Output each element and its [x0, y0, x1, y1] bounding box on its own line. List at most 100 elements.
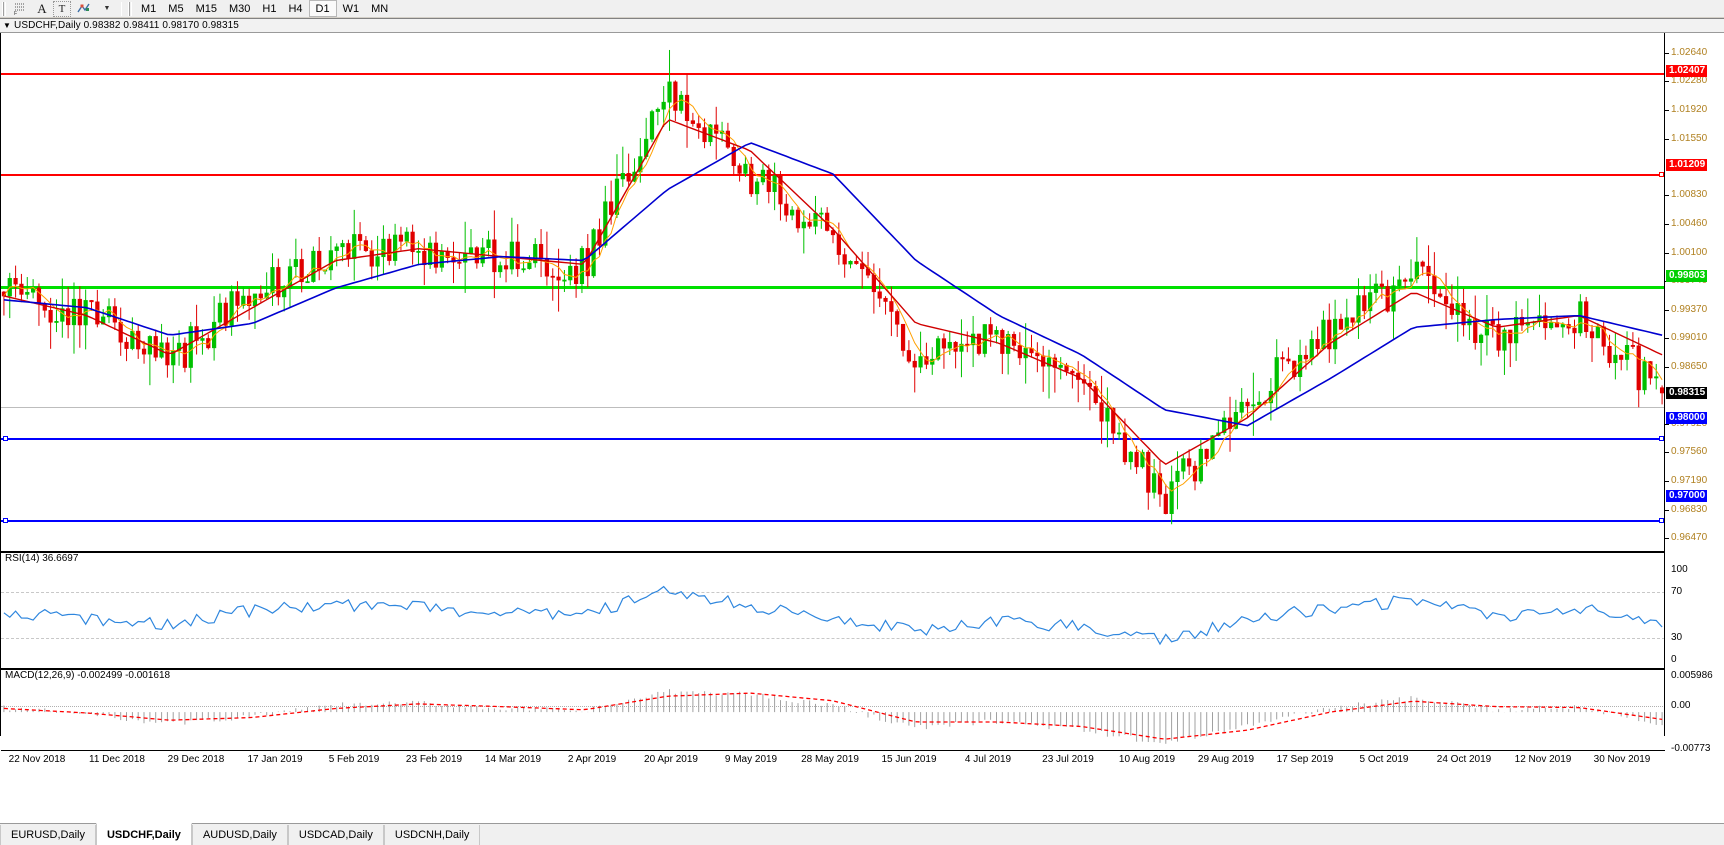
- price-tick-mark: [1665, 252, 1669, 254]
- current-price-line: [1, 407, 1665, 408]
- date-axis-label: 20 Apr 2019: [644, 754, 698, 765]
- rsi-series: [3, 585, 1663, 646]
- timeframe-mn[interactable]: MN: [371, 2, 389, 15]
- main-toolbar: F A T ▼ M1 M5 M15 M30 H1 H4 D1 W1 MN: [0, 0, 1724, 18]
- level-anchor-support-2-left[interactable]: [3, 518, 8, 523]
- price-badge-green[interactable]: 0.99803: [1666, 270, 1708, 282]
- price-tick-mark: [1665, 195, 1669, 197]
- timeframe-m15[interactable]: M15: [195, 2, 217, 15]
- date-axis-label: 4 Jul 2019: [964, 754, 1012, 765]
- date-axis-label: 12 Nov 2019: [1514, 754, 1572, 765]
- rsi-oversold-line: [1, 638, 1665, 639]
- date-axis: 22 Nov 2018 11 Dec 2018 29 Dec 2018 17 Jan …: [1, 750, 1665, 768]
- rsi-scale-label: 30: [1671, 632, 1683, 643]
- price-scale[interactable]: 1.02640 1.02280 1.01920 1.01550 1.00830 1.004…: [1664, 33, 1724, 754]
- level-anchor-support-1-left[interactable]: [3, 436, 8, 441]
- rsi-overbought-line: [1, 592, 1665, 593]
- toolbar-grip[interactable]: [2, 1, 6, 16]
- level-line-pivot[interactable]: [1, 286, 1665, 289]
- price-tick-label: 0.96830: [1671, 503, 1708, 515]
- timeframe-h1[interactable]: H1: [262, 2, 277, 15]
- symbol-tab-usdchf[interactable]: USDCHF,Daily: [95, 823, 192, 845]
- macd-panel-label: MACD(12,26,9) -0.002499 -0.001618: [5, 670, 171, 681]
- timeframe-grip[interactable]: [128, 1, 132, 16]
- timeframe-m30[interactable]: M30: [228, 2, 251, 15]
- price-tick-mark: [1665, 452, 1669, 454]
- price-tick-mark: [1665, 224, 1669, 226]
- timeframe-d1[interactable]: D1: [308, 0, 337, 17]
- price-tick-label: 1.00830: [1671, 189, 1708, 201]
- date-axis-label: 15 Jun 2019: [881, 754, 937, 765]
- text-tool-icon[interactable]: A: [37, 0, 47, 16]
- date-axis-label: 14 Mar 2019: [484, 754, 542, 765]
- timeframe-m5[interactable]: M5: [168, 2, 184, 15]
- price-tick-label: 1.01920: [1671, 103, 1708, 115]
- level-anchor-resistance-2[interactable]: [1659, 172, 1664, 177]
- price-tick-label: 1.00460: [1671, 218, 1708, 230]
- price-tick-label: 0.99010: [1671, 332, 1708, 344]
- date-axis-label: 24 Oct 2019: [1436, 754, 1492, 765]
- chart-window: ▼ USDCHF,Daily 0.98382 0.98411 0.98170 0…: [0, 18, 1724, 823]
- collapse-caret-icon[interactable]: ▼: [3, 21, 11, 30]
- dropdown-arrow-icon[interactable]: ▼: [103, 5, 111, 12]
- price-tick-label: 0.98650: [1671, 360, 1708, 372]
- rsi-scale-label: 70: [1671, 586, 1683, 597]
- macd-scale-label: 0.005986: [1671, 670, 1713, 681]
- price-tick-label: 0.97190: [1671, 475, 1708, 487]
- level-anchor-support-2[interactable]: [1659, 518, 1664, 523]
- price-tick-mark: [1665, 481, 1669, 483]
- timeframe-group: M1 M5 M15 M30 H1 H4 D1 W1 MN: [135, 0, 394, 17]
- macd-panel-separator: [1, 668, 1724, 670]
- price-tick-mark: [1665, 109, 1669, 111]
- price-badge-blue[interactable]: 0.97000: [1666, 490, 1708, 503]
- price-tick-label: 1.01550: [1671, 132, 1708, 144]
- date-axis-label: 10 Aug 2019: [1118, 754, 1176, 765]
- price-tick-mark: [1665, 509, 1669, 511]
- macd-series: [3, 689, 1663, 744]
- symbol-tab-audusd[interactable]: AUDUSD,Daily: [191, 825, 288, 845]
- level-line-resistance-1[interactable]: [1, 73, 1665, 75]
- objects-icon[interactable]: [73, 1, 96, 17]
- symbol-tab-usdcad[interactable]: USDCAD,Daily: [287, 825, 384, 845]
- chart-plot-area[interactable]: RSI(14) 36.6697 MACD(12,26,9) -0.002499 …: [0, 33, 1724, 768]
- symbol-tab-bar: EURUSD,Daily USDCHF,Daily AUDUSD,Daily USDC…: [0, 823, 1724, 845]
- toolbar-divider: [121, 1, 122, 16]
- date-axis-label: 9 May 2019: [724, 754, 778, 765]
- price-tick-mark: [1665, 366, 1669, 368]
- rsi-scale-label: 100: [1671, 564, 1688, 575]
- timeframe-h4[interactable]: H4: [288, 2, 303, 15]
- date-axis-label: 28 May 2019: [801, 754, 859, 765]
- date-axis-label: 29 Dec 2018: [167, 754, 225, 765]
- price-badge-black[interactable]: 0.98315: [1666, 386, 1708, 399]
- price-badge-blue[interactable]: 0.98000: [1666, 411, 1708, 424]
- svg-text:F: F: [14, 11, 17, 15]
- date-axis-label: 30 Nov 2019: [1593, 754, 1651, 765]
- symbol-tab-usdcnh[interactable]: USDCNH,Daily: [383, 825, 481, 845]
- chart-header-bar: ▼ USDCHF,Daily 0.98382 0.98411 0.98170 0…: [0, 19, 1724, 33]
- rsi-panel-separator: [1, 551, 1724, 553]
- date-axis-label: 23 Jul 2019: [1042, 754, 1094, 765]
- price-tick-mark: [1665, 81, 1669, 83]
- price-tick-label: 1.02280: [1671, 75, 1708, 87]
- timeframe-m1[interactable]: M1: [141, 2, 157, 15]
- price-badge-red[interactable]: 1.02407: [1666, 65, 1708, 78]
- level-line-support-1[interactable]: [1, 438, 1665, 440]
- date-axis-label: 5 Oct 2019: [1359, 754, 1409, 765]
- timeframe-w1[interactable]: W1: [342, 2, 360, 15]
- level-line-support-2[interactable]: [1, 520, 1665, 522]
- date-axis-label: 2 Apr 2019: [567, 754, 617, 765]
- price-tick-mark: [1665, 138, 1669, 140]
- date-axis-label: 17 Sep 2019: [1276, 754, 1334, 765]
- rsi-panel-label: RSI(14) 36.6697: [5, 553, 79, 564]
- date-axis-label: 29 Aug 2019: [1197, 754, 1255, 765]
- price-tick-label: 1.00100: [1671, 246, 1708, 258]
- chart-title-ohlc: USDCHF,Daily 0.98382 0.98411 0.98170 0.9…: [14, 20, 239, 31]
- candlestick-series: [1, 49, 1665, 525]
- level-anchor-support-1[interactable]: [1659, 436, 1664, 441]
- price-badge-red[interactable]: 1.01209: [1666, 159, 1708, 172]
- price-tick-mark: [1665, 424, 1669, 426]
- symbol-tab-eurusd[interactable]: EURUSD,Daily: [0, 825, 96, 845]
- date-axis-label: 22 Nov 2018: [8, 754, 66, 765]
- text-label-icon[interactable]: T: [53, 0, 71, 17]
- crosshair-icon[interactable]: F: [10, 1, 31, 17]
